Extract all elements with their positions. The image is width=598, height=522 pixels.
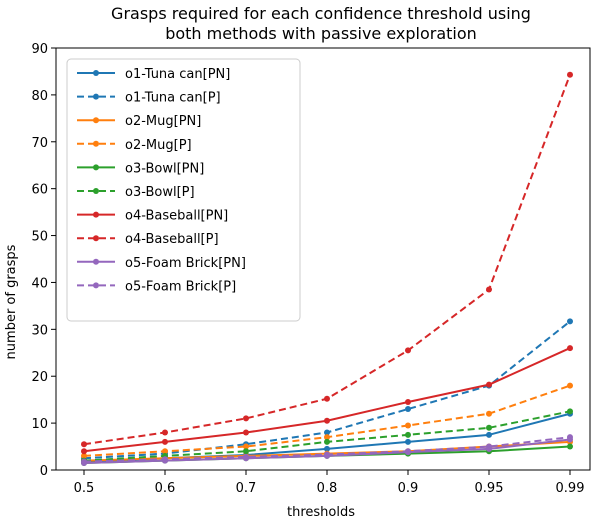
data-point-7-0	[81, 441, 87, 448]
legend-label-9: o5-Foam Brick[P]	[125, 279, 236, 294]
y-tick-label-7: 70	[31, 136, 48, 151]
data-point-5-4	[405, 431, 411, 438]
data-point-5-6	[567, 408, 573, 415]
data-point-6-4	[405, 399, 411, 406]
legend-marker-4	[93, 164, 99, 171]
y-tick-label-4: 40	[31, 276, 48, 291]
legend-label-5: o3-Bowl[P]	[125, 185, 195, 200]
legend-label-4: o3-Bowl[PN]	[125, 161, 204, 176]
legend-marker-1	[93, 93, 99, 100]
y-tick-label-8: 80	[31, 89, 48, 104]
data-point-5-5	[486, 424, 492, 431]
data-point-0-3	[324, 445, 330, 452]
data-point-3-2	[243, 443, 249, 450]
x-tick-label-0: 0.5	[74, 481, 95, 496]
plot-frame	[55, 47, 591, 471]
data-point-1-6	[567, 318, 573, 325]
y-tick-label-1: 10	[31, 417, 48, 432]
legend-label-6: o4-Baseball[PN]	[125, 209, 228, 224]
axes: 0 10 20 30 40 50 60 70 80 90 0.5 0.6 0.7 0.8 0.9 0.95 0.…	[31, 42, 591, 496]
legend-marker-7	[93, 235, 99, 242]
data-point-7-4	[405, 347, 411, 354]
legend-marker-0	[93, 70, 99, 76]
data-point-9-2	[243, 453, 249, 460]
legend-label-0: o1-Tuna can[PN]	[125, 67, 230, 82]
data-point-6-3	[324, 417, 330, 424]
legend-marker-8	[93, 258, 99, 265]
x-tick-label-2: 0.7	[236, 481, 257, 496]
legend-label-7: o4-Baseball[P]	[125, 232, 219, 247]
data-point-4-6	[567, 443, 573, 450]
data-point-7-6	[567, 71, 573, 78]
chart-title-line1: Grasps required for each confidence thre…	[111, 4, 531, 23]
legend-label-1: o1-Tuna can[P]	[125, 91, 221, 106]
legend-marker-2	[93, 117, 99, 124]
x-tick-label-3: 0.8	[317, 481, 338, 496]
data-point-7-3	[324, 395, 330, 402]
data-point-9-5	[486, 443, 492, 450]
legend: o1-Tuna can[PN] o1-Tuna can[P] o2-Mug[PN] o…	[66, 58, 301, 322]
data-point-7-1	[162, 429, 168, 436]
y-tick-label-0: 0	[40, 464, 48, 479]
x-axis-label: thresholds	[287, 505, 355, 520]
legend-marker-9	[93, 282, 99, 289]
y-tick-label-9: 90	[31, 42, 48, 57]
y-tick-label-2: 20	[31, 370, 48, 385]
legend-marker-6	[93, 211, 99, 218]
plot-area	[81, 71, 573, 466]
data-point-5-3	[324, 438, 330, 445]
data-point-6-5	[486, 381, 492, 388]
data-point-6-0	[81, 448, 87, 455]
data-point-9-4	[405, 448, 411, 455]
data-point-6-6	[567, 345, 573, 352]
data-point-9-0	[81, 458, 87, 465]
chart-title-line2: both methods with passive exploration	[165, 24, 477, 43]
data-point-6-1	[162, 438, 168, 445]
data-point-3-0	[81, 452, 87, 459]
legend-label-2: o2-Mug[PN]	[125, 114, 201, 129]
data-point-3-6	[567, 382, 573, 389]
data-point-0-5	[486, 431, 492, 438]
data-point-7-2	[243, 415, 249, 422]
x-tick-label-4: 0.9	[398, 481, 419, 496]
data-point-3-4	[405, 422, 411, 429]
data-point-7-5	[486, 286, 492, 293]
y-tick-label-6: 60	[31, 183, 48, 198]
data-point-1-4	[405, 406, 411, 413]
y-tick-label-3: 30	[31, 323, 48, 338]
x-tick-label-5: 0.95	[475, 481, 504, 496]
legend-marker-3	[93, 140, 99, 147]
legend-box	[66, 58, 301, 322]
y-axis-label: number of grasps	[4, 244, 19, 359]
data-point-0-4	[405, 438, 411, 445]
data-point-9-6	[567, 434, 573, 441]
x-tick-label-6: 0.99	[556, 481, 585, 496]
y-tick-label-5: 50	[31, 230, 48, 245]
data-point-1-3	[324, 429, 330, 436]
data-point-3-5	[486, 410, 492, 417]
data-point-6-2	[243, 429, 249, 436]
data-point-9-3	[324, 451, 330, 458]
legend-label-3: o2-Mug[P]	[125, 138, 192, 153]
data-point-3-1	[162, 448, 168, 455]
data-point-9-1	[162, 456, 168, 463]
x-tick-label-1: 0.6	[155, 481, 176, 496]
data-point-5-2	[243, 448, 249, 455]
legend-marker-5	[93, 188, 99, 194]
data-point-3-3	[324, 434, 330, 441]
legend-label-8: o5-Foam Brick[PN]	[125, 256, 246, 271]
